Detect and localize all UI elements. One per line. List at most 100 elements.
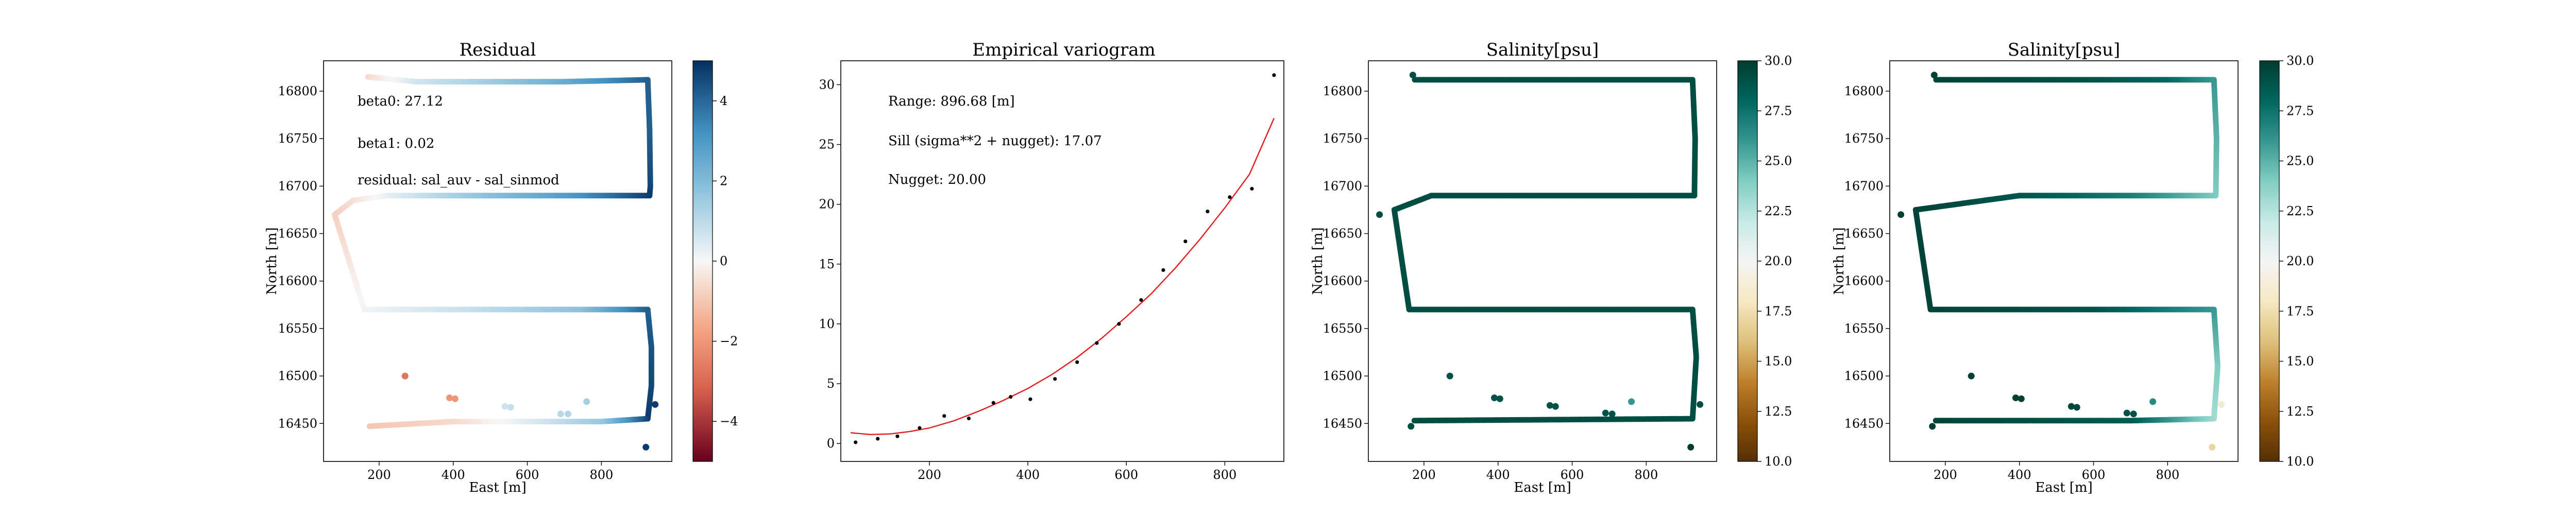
data-point (2218, 401, 2225, 408)
colorbar-tick-label: 27.5 (2286, 104, 2314, 118)
salinity2-xlabel: East [m] (2035, 480, 2092, 495)
variogram-title: Empirical variogram (972, 40, 1155, 60)
variogram-fit-curve (850, 118, 1275, 435)
colorbar-tick-label: 4 (720, 94, 727, 108)
data-point (1491, 394, 1498, 401)
colorbar-tick-label: 25.0 (2286, 154, 2314, 168)
salinity1-panel: Salinity[psu] 200 400 600 800 16450 16500 165… (1310, 40, 1792, 495)
y-tick-label: 20 (819, 197, 835, 212)
variogram-panel: Empirical variogram 200 400 600 800 0 5 10 15 2… (819, 40, 1284, 482)
y-tick-label: 16600 (278, 274, 317, 288)
data-point (1409, 72, 1416, 79)
data-point (1376, 211, 1383, 218)
data-point (642, 443, 650, 451)
colorbar-tick-label: 15.0 (1765, 354, 1792, 369)
colorbar-tick-label: 30.0 (2286, 54, 2314, 68)
variogram-point (854, 440, 858, 444)
variogram-plot-area (840, 60, 1284, 462)
variogram-annotation-nugget: Nugget: 20.00 (888, 172, 986, 187)
residual-ylabel: North [m] (264, 227, 280, 295)
y-tick-label: 16700 (1323, 179, 1362, 193)
colorbar-tick-label: 10.0 (1765, 454, 1792, 469)
colorbar-tick-label: 25.0 (1765, 154, 1792, 168)
data-point (401, 372, 409, 380)
x-tick-label: 600 (1561, 468, 1584, 482)
salinity2-ylabel: North [m] (1832, 227, 1847, 295)
variogram-point (1028, 397, 1032, 401)
salinity2-scatter-layer (1897, 72, 2225, 451)
data-point (652, 401, 659, 408)
x-tick-label: 400 (1016, 468, 1040, 482)
data-point (2012, 394, 2019, 401)
y-tick-label: 10 (819, 317, 835, 331)
salinity1-axes-frame (1368, 60, 1717, 462)
y-tick-label: 16750 (278, 131, 317, 146)
data-point (2018, 395, 2025, 402)
variogram-point (1117, 322, 1121, 326)
colorbar-tick-label: 30.0 (1765, 54, 1792, 68)
salinity2-x-ticks: 200 400 600 800 (1934, 461, 2179, 482)
variogram-point (967, 416, 971, 421)
variogram-point (1250, 186, 1254, 191)
variogram-annotation-range: Range: 896.68 [m] (888, 94, 1015, 109)
y-tick-label: 16450 (278, 416, 317, 431)
salinity1-ylabel: North [m] (1310, 227, 1326, 295)
variogram-x-ticks: 200 400 600 800 (918, 461, 1236, 482)
variogram-data-layer (850, 73, 1276, 444)
y-tick-label: 16450 (1323, 416, 1362, 431)
y-tick-label: 16800 (1323, 84, 1362, 98)
y-tick-label: 5 (827, 376, 835, 391)
y-tick-label: 16550 (1323, 321, 1362, 336)
salinity2-y-ticks: 16450 16500 16550 16600 16650 16700 16750 16800 (1844, 84, 1890, 431)
salinity2-title: Salinity[psu] (2008, 40, 2121, 60)
variogram-axes-frame (840, 60, 1284, 462)
residual-colorbar-gradient (692, 60, 713, 462)
variogram-point (876, 437, 880, 441)
data-point (2209, 443, 2216, 451)
data-point (501, 403, 509, 410)
residual-annotation-beta0: beta0: 27.12 (358, 94, 443, 109)
colorbar-tick-label: 10.0 (2286, 454, 2314, 469)
y-tick-label: 16700 (1844, 179, 1884, 193)
variogram-point (991, 401, 995, 405)
x-tick-label: 800 (589, 468, 613, 482)
data-point (1446, 372, 1453, 380)
y-tick-label: 16750 (1323, 131, 1362, 146)
residual-panel: Residual 200 400 600 800 16450 16500 16550 166… (264, 40, 738, 495)
residual-y-ticks: 16450 16500 16550 16600 16650 16700 16750 16800 (278, 84, 324, 431)
x-tick-label: 800 (1213, 468, 1236, 482)
colorbar-tick-label: 15.0 (2286, 354, 2314, 369)
y-tick-label: 16600 (1844, 274, 1884, 288)
salinity2-colorbar-gradient (2259, 60, 2280, 462)
y-tick-label: 0 (827, 436, 835, 451)
y-tick-label: 16550 (278, 321, 317, 336)
x-tick-label: 600 (516, 468, 539, 482)
x-tick-label: 200 (918, 468, 941, 482)
salinity1-plot-area (1368, 60, 1717, 462)
x-tick-label: 800 (1634, 468, 1658, 482)
variogram-point (1228, 195, 1232, 199)
y-tick-label: 16800 (278, 84, 317, 98)
colorbar-tick-label: 0 (720, 254, 727, 268)
variogram-point (1272, 73, 1276, 77)
data-point (1546, 402, 1553, 409)
x-tick-label: 600 (2082, 468, 2106, 482)
data-point (2123, 409, 2130, 417)
variogram-point (1161, 268, 1165, 272)
y-tick-label: 16650 (1323, 227, 1362, 241)
data-point (583, 398, 590, 405)
colorbar-tick-label: 27.5 (1765, 104, 1792, 118)
data-point (1552, 403, 1559, 410)
data-point (446, 394, 453, 401)
residual-annotation-formula: residual: sal_auv - sal_sinmod (358, 173, 560, 188)
residual-x-ticks: 200 400 600 800 (367, 461, 613, 482)
colorbar-tick-label: 22.5 (1765, 204, 1792, 218)
x-tick-label: 200 (1412, 468, 1436, 482)
y-tick-label: 16750 (1844, 131, 1884, 146)
salinity2-plot-area (1889, 60, 2239, 462)
colorbar-tick-label: 17.5 (2286, 304, 2314, 318)
colorbar-tick-label: 2 (720, 174, 727, 188)
data-point (507, 404, 514, 411)
variogram-point (1206, 210, 1210, 214)
